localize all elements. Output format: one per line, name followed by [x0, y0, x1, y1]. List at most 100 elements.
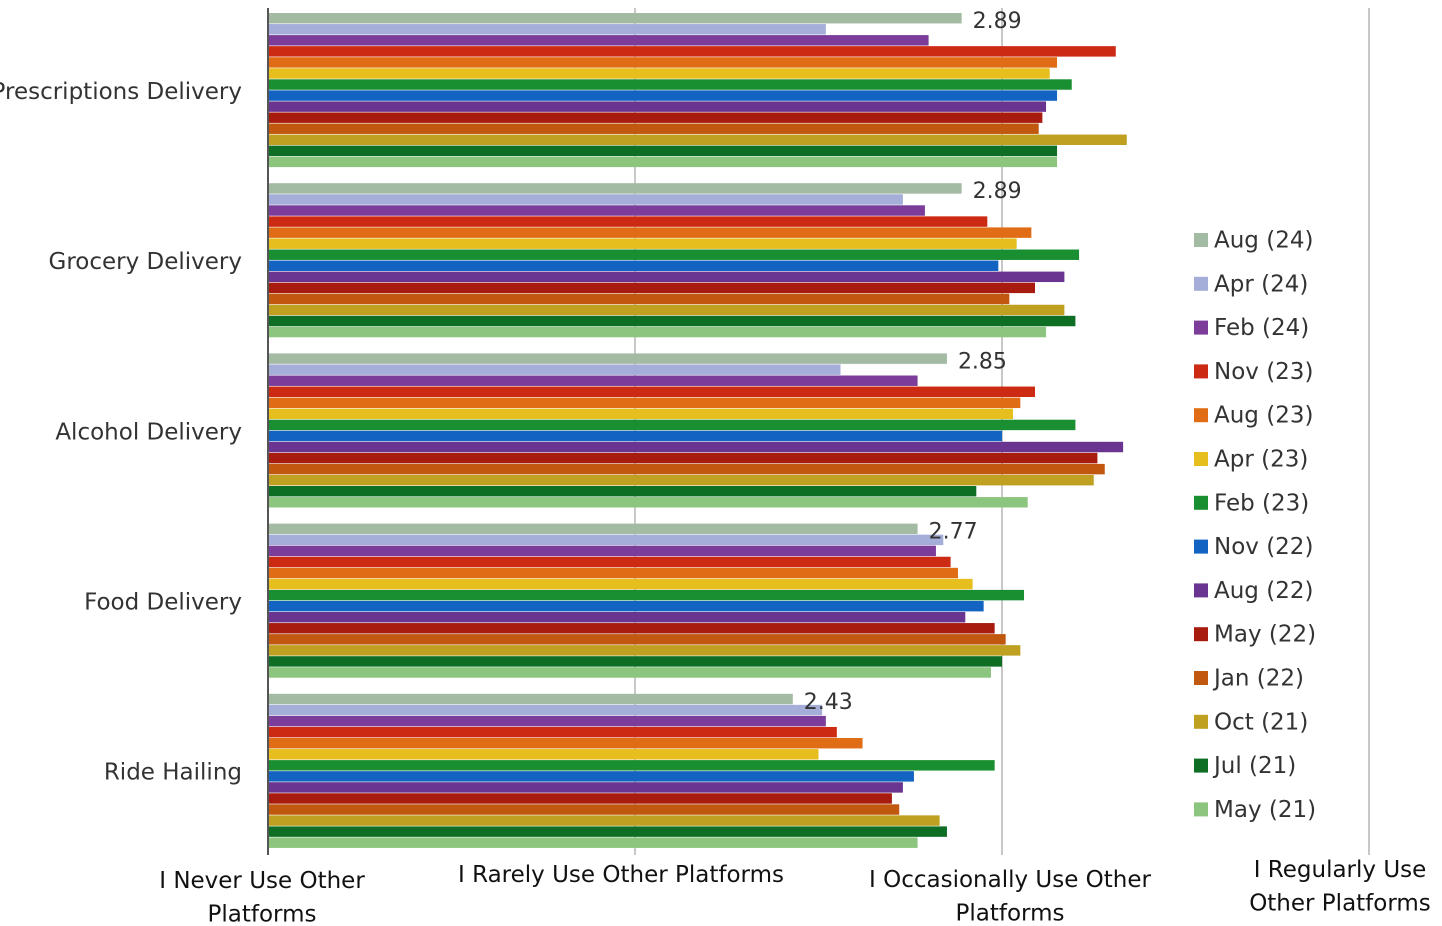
bar-food-delivery-jan-22: [268, 634, 1006, 645]
bar-prescriptions-delivery-feb-23: [268, 79, 1072, 90]
legend-swatch: [1194, 364, 1208, 379]
legend-item-aug-24: Aug (24): [1194, 228, 1313, 254]
bar-ride-hailing-feb-24: [268, 715, 826, 727]
bar-food-delivery-may-21: [268, 667, 991, 678]
bar-food-delivery-feb-23: [268, 589, 1025, 601]
legend-label: Feb (24): [1214, 315, 1309, 341]
legend-swatch: [1194, 452, 1208, 466]
legend-item-apr-23: Apr (23): [1194, 447, 1308, 473]
bar-alcohol-delivery-apr-24: [268, 364, 841, 375]
bar-prescriptions-delivery-oct-21: [268, 134, 1127, 145]
bar-alcohol-delivery-aug-23: [268, 397, 1021, 409]
data-labels: 2.89 2.89 2.85 2.77 2.43: [804, 9, 1022, 715]
bar-grocery-delivery-feb-23: [268, 249, 1080, 260]
bar-ride-hailing-jan-22: [268, 804, 900, 815]
legend-label: Apr (24): [1214, 271, 1308, 297]
bar-grocery-delivery-nov-23: [268, 216, 988, 227]
bar-grocery-delivery-aug-23: [268, 227, 1032, 238]
legend-item-aug-23: Aug (23): [1194, 403, 1313, 429]
bar-alcohol-delivery-jan-22: [268, 463, 1105, 475]
legend-label: Aug (23): [1214, 403, 1313, 429]
bar-alcohol-delivery-aug-22: [268, 441, 1124, 453]
bar-grocery-delivery-aug-22: [268, 271, 1065, 283]
bar-prescriptions-delivery-feb-24: [268, 35, 929, 46]
bar-ride-hailing-aug-24: [268, 693, 793, 705]
bar-alcohol-delivery-nov-23: [268, 386, 1036, 397]
bar-food-delivery-oct-21: [268, 645, 1021, 656]
bar-prescriptions-delivery-jan-22: [268, 123, 1039, 134]
legend-label: May (22): [1214, 622, 1316, 648]
legend-label: Jan (22): [1212, 666, 1304, 692]
bar-ride-hailing-nov-23: [268, 726, 837, 738]
bar-alcohol-delivery-oct-21: [268, 474, 1094, 486]
bar-alcohol-delivery-jul-21: [268, 486, 977, 497]
legend-swatch: [1194, 583, 1208, 598]
bar-prescriptions-delivery-may-21: [268, 156, 1058, 168]
bar-grocery-delivery-may-22: [268, 282, 1036, 294]
legend-item-feb-24: Feb (24): [1194, 315, 1309, 341]
bar-grocery-delivery-apr-24: [268, 194, 903, 205]
bar-food-delivery-apr-24: [268, 534, 944, 546]
legend-swatch: [1194, 758, 1208, 773]
bar-food-delivery-may-22: [268, 623, 995, 634]
bar-ride-hailing-apr-23: [268, 749, 819, 760]
legend-label: Jul (21): [1212, 753, 1296, 779]
bar-alcohol-delivery-feb-23: [268, 419, 1076, 431]
legend-swatch: [1194, 627, 1208, 642]
bar-food-delivery-nov-22: [268, 600, 984, 612]
bar-grocery-delivery-oct-21: [268, 304, 1065, 316]
bar-alcohol-delivery-may-21: [268, 497, 1028, 508]
legend-item-may-21: May (21): [1194, 797, 1316, 823]
bar-alcohol-delivery-may-22: [268, 452, 1098, 464]
bar-grocery-delivery-feb-24: [268, 205, 925, 216]
x-tick-label-1: I Never Use Other Platforms: [159, 868, 365, 926]
bar-food-delivery-nov-23: [268, 556, 951, 568]
legend-label: May (21): [1214, 797, 1316, 823]
category-label-prescriptions-delivery: Prescriptions Delivery: [0, 79, 242, 105]
bar-prescriptions-delivery-apr-23: [268, 68, 1050, 79]
bars: [268, 13, 1127, 848]
category-label-food-delivery: Food Delivery: [84, 589, 242, 615]
legend-item-apr-24: Apr (24): [1194, 271, 1308, 297]
legend-swatch: [1194, 539, 1208, 554]
bar-alcohol-delivery-apr-23: [268, 408, 1014, 420]
bar-prescriptions-delivery-nov-23: [268, 46, 1116, 57]
legend-label: Aug (22): [1214, 578, 1313, 604]
bar-food-delivery-aug-23: [268, 567, 958, 579]
category-label-grocery-delivery: Grocery Delivery: [49, 249, 243, 275]
bar-ride-hailing-aug-23: [268, 738, 863, 749]
bar-prescriptions-delivery-aug-23: [268, 57, 1058, 68]
legend-item-oct-21: Oct (21): [1194, 709, 1308, 735]
legend-label: Aug (24): [1214, 228, 1313, 254]
legend-swatch: [1194, 671, 1208, 685]
bar-alcohol-delivery-nov-22: [268, 430, 1002, 442]
legend-swatch: [1194, 408, 1208, 423]
data-label-prescriptions-delivery: 2.89: [973, 9, 1022, 34]
x-tick-labels: I Never Use Other Platforms I Rarely Use O…: [159, 857, 1431, 926]
bar-ride-hailing-aug-22: [268, 782, 903, 793]
legend-item-feb-23: Feb (23): [1194, 490, 1309, 516]
legend-swatch: [1194, 233, 1208, 247]
bar-ride-hailing-oct-21: [268, 815, 940, 826]
legend-label: Feb (23): [1214, 490, 1309, 516]
bar-grocery-delivery-nov-22: [268, 260, 999, 271]
bar-food-delivery-apr-23: [268, 578, 973, 590]
bar-grocery-delivery-aug-24: [268, 183, 962, 194]
legend-swatch: [1194, 802, 1208, 817]
bar-food-delivery-aug-22: [268, 612, 966, 623]
legend-item-jan-22: Jan (22): [1194, 666, 1304, 692]
bar-ride-hailing-may-22: [268, 793, 892, 804]
bar-food-delivery-aug-24: [268, 523, 918, 535]
legend-swatch: [1194, 495, 1208, 510]
bar-grocery-delivery-apr-23: [268, 238, 1017, 249]
category-labels: Prescriptions Delivery Grocery Delivery Al…: [0, 79, 242, 786]
legend-label: Nov (22): [1214, 534, 1313, 560]
bar-ride-hailing-may-21: [268, 837, 918, 848]
category-label-ride-hailing: Ride Hailing: [104, 760, 242, 786]
bar-grocery-delivery-jan-22: [268, 293, 1010, 305]
bar-alcohol-delivery-aug-24: [268, 353, 947, 364]
bar-ride-hailing-jul-21: [268, 826, 947, 837]
bar-prescriptions-delivery-aug-22: [268, 101, 1047, 112]
legend-swatch: [1194, 714, 1208, 729]
